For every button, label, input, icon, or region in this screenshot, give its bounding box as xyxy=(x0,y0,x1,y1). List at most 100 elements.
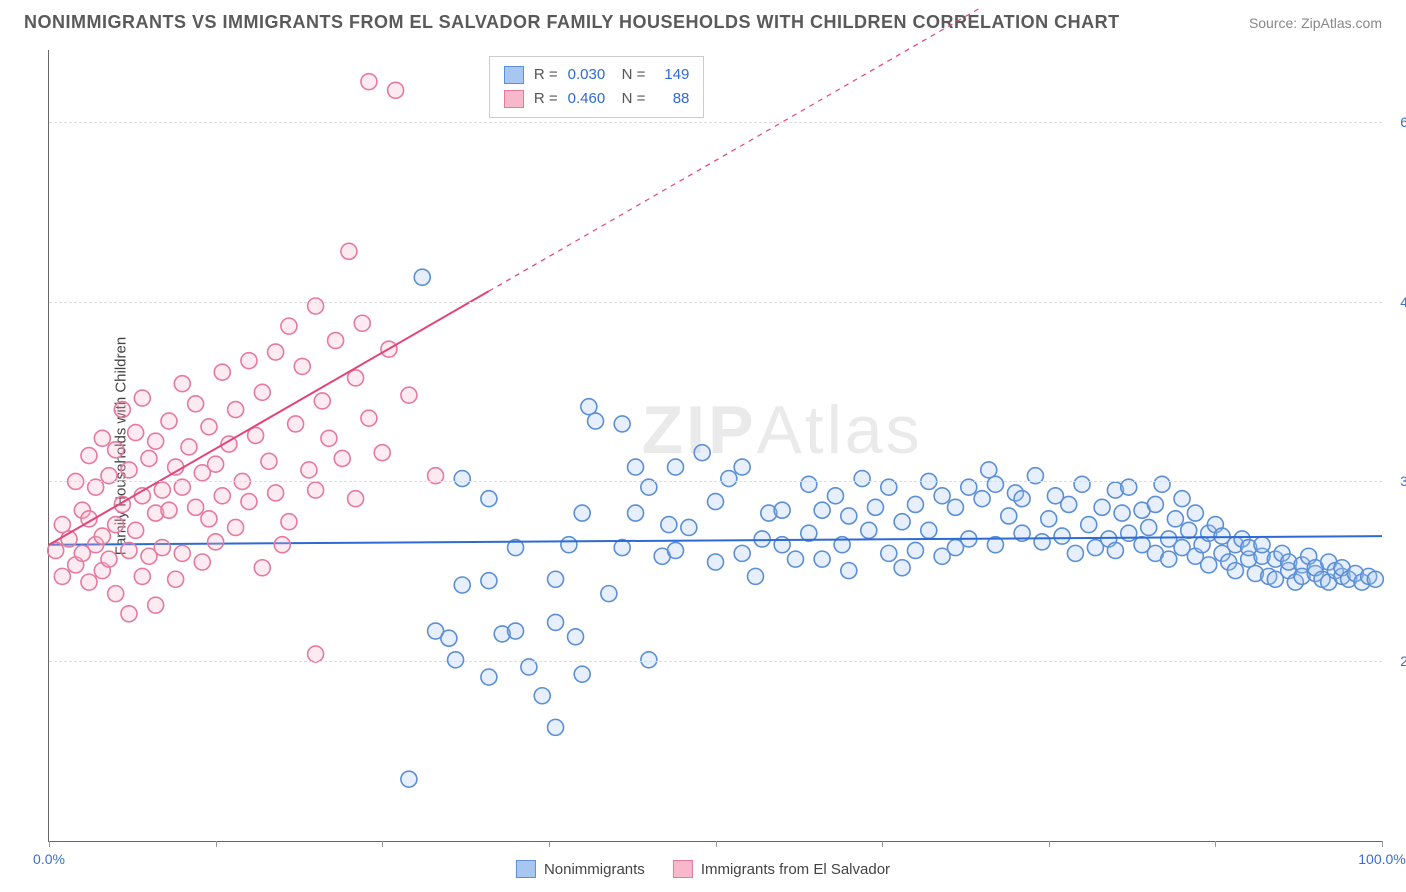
data-point xyxy=(1107,542,1123,558)
data-point xyxy=(827,488,843,504)
trend-line xyxy=(49,291,489,545)
legend-item: Immigrants from El Salvador xyxy=(673,860,890,878)
data-point xyxy=(208,456,224,472)
y-tick-label: 22.5% xyxy=(1400,653,1406,669)
data-point xyxy=(401,387,417,403)
data-point xyxy=(1074,476,1090,492)
data-point xyxy=(907,542,923,558)
data-point xyxy=(108,517,124,533)
data-point xyxy=(134,390,150,406)
data-point xyxy=(668,459,684,475)
chart-plot-area: ZIPAtlas R =0.030N =149R =0.460N =88 22.… xyxy=(48,50,1382,842)
data-point xyxy=(974,491,990,507)
data-point xyxy=(274,537,290,553)
data-point xyxy=(867,499,883,515)
trend-line-dashed xyxy=(489,7,982,291)
data-point xyxy=(588,413,604,429)
x-tick xyxy=(49,841,50,847)
data-point xyxy=(1161,551,1177,567)
data-point xyxy=(401,771,417,787)
data-point xyxy=(907,496,923,512)
data-point xyxy=(134,568,150,584)
data-point xyxy=(128,522,144,538)
data-point xyxy=(281,318,297,334)
data-point xyxy=(314,393,330,409)
data-point xyxy=(161,502,177,518)
x-tick xyxy=(882,841,883,847)
data-point xyxy=(214,488,230,504)
data-point xyxy=(414,269,430,285)
data-point xyxy=(328,333,344,349)
data-point xyxy=(1181,522,1197,538)
data-point xyxy=(388,82,404,98)
data-point xyxy=(354,315,370,331)
x-tick-label: 100.0% xyxy=(1358,851,1405,867)
data-point xyxy=(301,462,317,478)
data-point xyxy=(861,522,877,538)
data-point xyxy=(947,499,963,515)
data-point xyxy=(241,353,257,369)
data-point xyxy=(841,563,857,579)
legend-item: Nonimmigrants xyxy=(516,860,645,878)
data-point xyxy=(188,499,204,515)
data-point xyxy=(454,471,470,487)
x-tick xyxy=(382,841,383,847)
data-point xyxy=(148,597,164,613)
data-point xyxy=(54,517,70,533)
data-point xyxy=(334,450,350,466)
legend-label: Immigrants from El Salvador xyxy=(701,861,890,878)
data-point xyxy=(1114,505,1130,521)
data-point xyxy=(708,494,724,510)
data-point xyxy=(228,519,244,535)
y-tick-label: 47.5% xyxy=(1400,294,1406,310)
data-point xyxy=(921,522,937,538)
data-point xyxy=(614,416,630,432)
data-point xyxy=(548,719,564,735)
data-point xyxy=(188,396,204,412)
data-point xyxy=(448,652,464,668)
data-point xyxy=(268,344,284,360)
data-point xyxy=(194,554,210,570)
data-point xyxy=(1014,491,1030,507)
data-point xyxy=(574,505,590,521)
data-point xyxy=(121,606,137,622)
data-point xyxy=(1094,499,1110,515)
data-point xyxy=(1174,491,1190,507)
data-point xyxy=(81,574,97,590)
data-point xyxy=(574,666,590,682)
data-point xyxy=(814,502,830,518)
gridline xyxy=(49,122,1382,123)
data-point xyxy=(854,471,870,487)
data-point xyxy=(294,358,310,374)
data-point xyxy=(121,542,137,558)
data-point xyxy=(54,568,70,584)
data-point xyxy=(1201,557,1217,573)
y-tick-label: 60.0% xyxy=(1400,114,1406,130)
data-point xyxy=(81,448,97,464)
data-point xyxy=(241,494,257,510)
data-point xyxy=(681,519,697,535)
data-point xyxy=(1067,545,1083,561)
data-point xyxy=(254,384,270,400)
data-point xyxy=(1254,537,1270,553)
data-point xyxy=(1187,505,1203,521)
data-point xyxy=(268,485,284,501)
data-point xyxy=(568,629,584,645)
data-point xyxy=(894,514,910,530)
data-point xyxy=(881,545,897,561)
data-point xyxy=(441,630,457,646)
data-point xyxy=(734,459,750,475)
data-point xyxy=(934,488,950,504)
data-point xyxy=(161,413,177,429)
data-point xyxy=(154,482,170,498)
data-point xyxy=(321,430,337,446)
data-point xyxy=(1121,525,1137,541)
data-point xyxy=(721,471,737,487)
data-point xyxy=(94,430,110,446)
data-point xyxy=(261,453,277,469)
data-point xyxy=(308,646,324,662)
data-point xyxy=(128,425,144,441)
data-point xyxy=(548,614,564,630)
data-point xyxy=(581,399,597,415)
y-tick-label: 35.0% xyxy=(1400,473,1406,489)
